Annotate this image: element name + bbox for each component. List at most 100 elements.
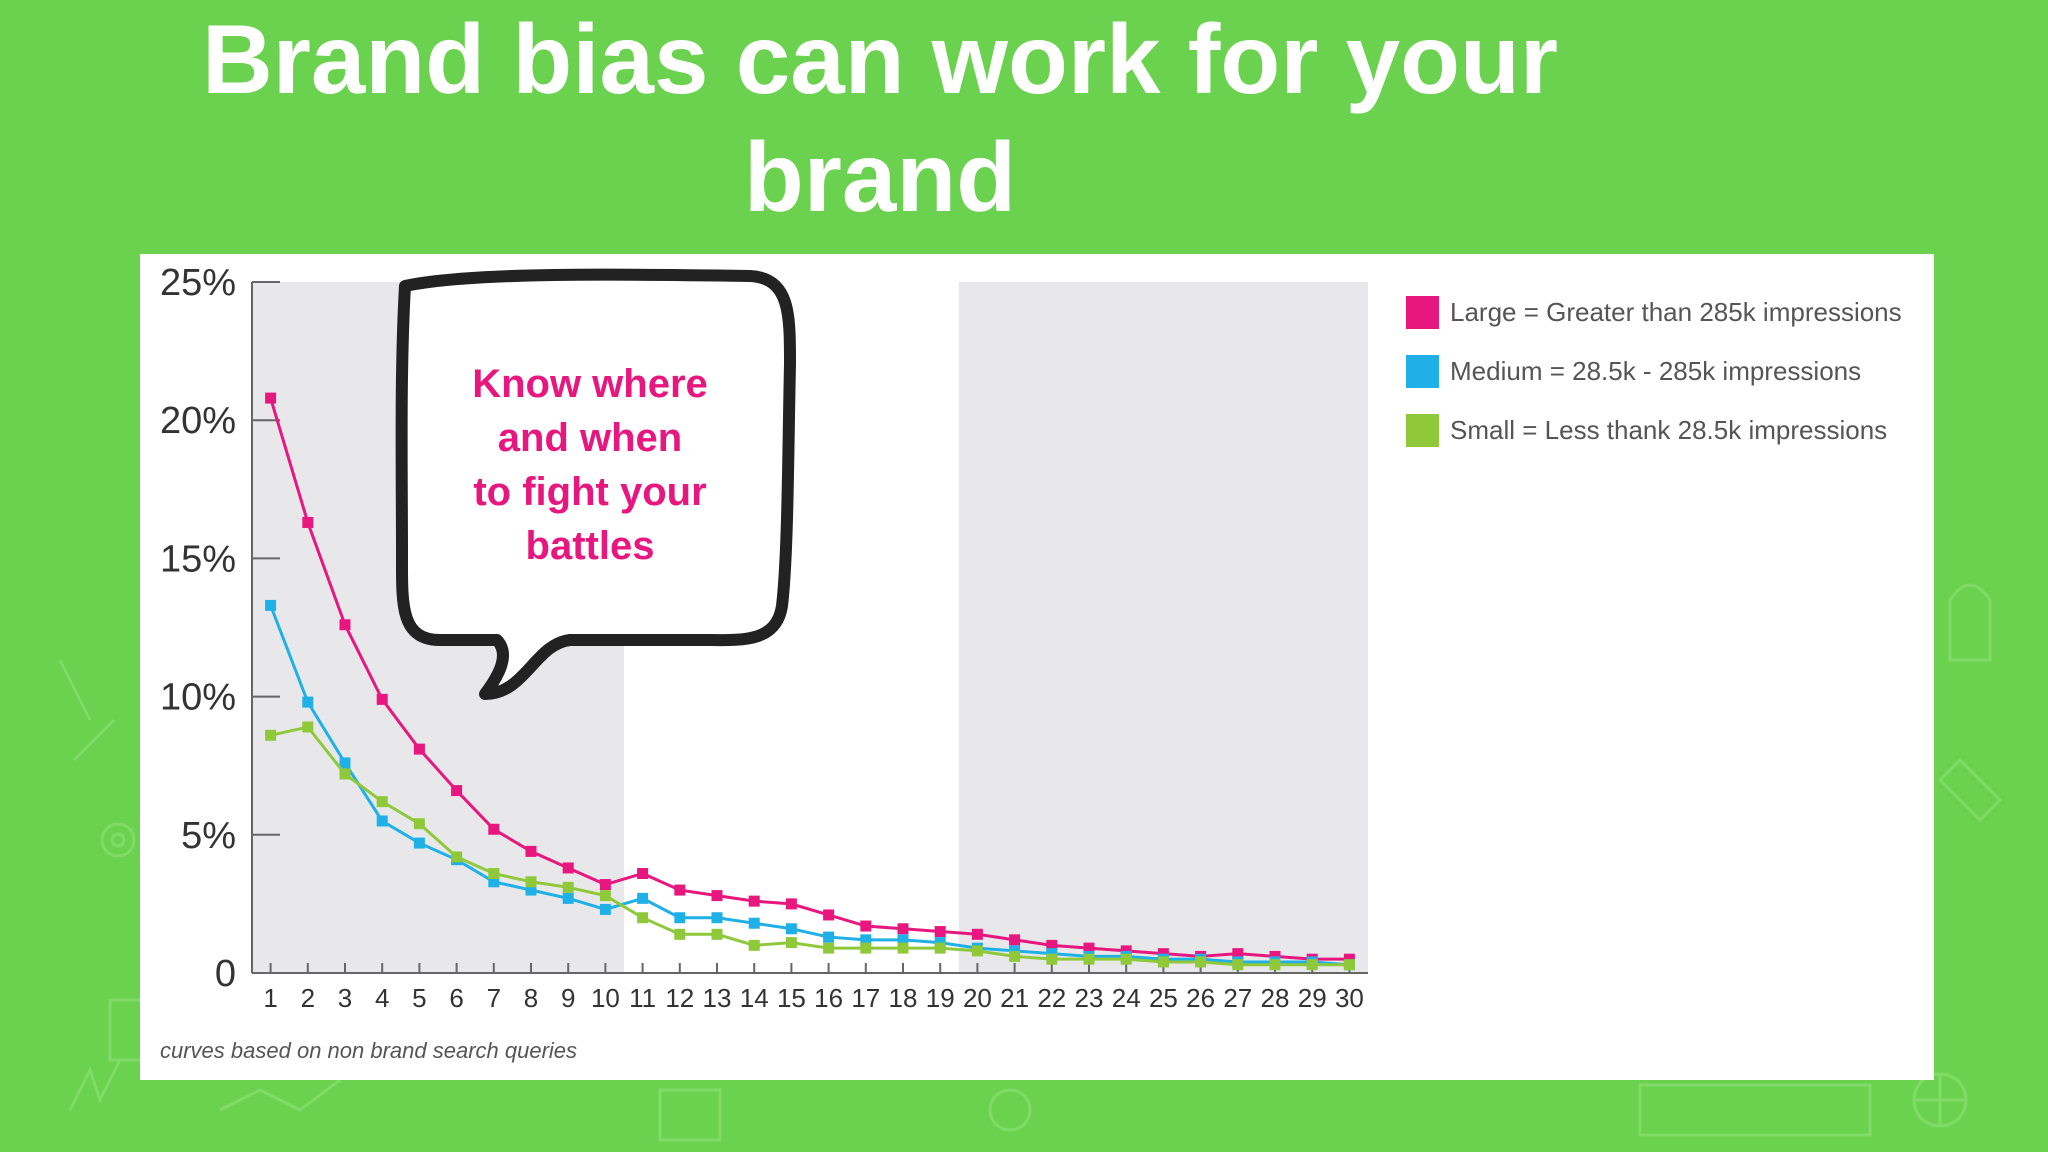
x-tick-label: 2: [301, 983, 315, 1013]
x-tick-label: 6: [449, 983, 463, 1013]
data-point: [1046, 939, 1058, 951]
data-point: [934, 937, 946, 949]
x-tick-label: 3: [338, 983, 352, 1013]
data-point: [265, 599, 277, 611]
data-point: [748, 939, 760, 951]
x-tick-label: 16: [814, 983, 843, 1013]
data-point: [302, 721, 314, 733]
x-tick-label: 29: [1298, 983, 1327, 1013]
data-point: [897, 934, 909, 946]
data-point: [1157, 948, 1169, 960]
data-point: [1306, 959, 1318, 971]
callout-bubble: Know where and when to fight your battle…: [395, 268, 796, 700]
data-point: [1046, 948, 1058, 960]
data-point: [562, 881, 574, 893]
data-point: [599, 890, 611, 902]
data-point: [1232, 948, 1244, 960]
data-point: [823, 931, 835, 943]
x-tick-label: 21: [1000, 983, 1029, 1013]
data-point: [525, 884, 537, 896]
series-line-2: [269, 604, 1350, 967]
data-point: [1120, 953, 1132, 965]
data-point: [785, 937, 797, 949]
data-point: [1343, 959, 1355, 971]
data-point: [897, 923, 909, 935]
data-point: [860, 934, 872, 946]
data-point: [265, 729, 277, 741]
x-tick-label: 23: [1075, 983, 1104, 1013]
data-point: [525, 845, 537, 857]
data-point: [265, 392, 277, 404]
x-tick-label: 24: [1112, 983, 1141, 1013]
x-tick-label: 11: [629, 983, 656, 1013]
line-chart: 05%10%15%20%25%1 2 3 4 5 6 7 8 9 10 11 12 13 14 15 16 17…: [160, 262, 1902, 1063]
data-point: [413, 818, 425, 830]
data-point: [1083, 953, 1095, 965]
doodle-lock-icon: [1948, 583, 1992, 662]
data-point: [339, 768, 351, 780]
data-point: [376, 815, 388, 827]
legend-label-2: Medium = 28.5k - 285k impressions: [1450, 356, 1861, 386]
data-point: [413, 837, 425, 849]
data-point: [376, 693, 388, 705]
doodle-wrench-icon: [58, 659, 116, 762]
y-tick-label: 0: [215, 953, 236, 995]
x-tick-label: 5: [412, 983, 426, 1013]
slide-title: Brand bias can work for your brand: [202, 4, 1558, 232]
callout-bubble-shape: [395, 268, 796, 700]
x-tick-label: 22: [1037, 983, 1066, 1013]
doodle-eye-icon: [100, 822, 136, 858]
y-tick-label: 10%: [160, 677, 236, 719]
data-point: [488, 823, 500, 835]
data-point: [1232, 959, 1244, 971]
data-point: [302, 516, 314, 528]
series-line-1: [269, 397, 1350, 961]
x-tick-label: 26: [1186, 983, 1215, 1013]
data-point: [674, 912, 686, 924]
legend-swatch-2: [1406, 355, 1439, 388]
data-point: [860, 920, 872, 932]
data-point: [785, 898, 797, 910]
data-point: [1009, 934, 1021, 946]
series-line-3: [270, 725, 1350, 967]
callout-line-2: and when: [498, 416, 682, 460]
legend-swatch-1: [1406, 296, 1439, 329]
y-tick-label: 20%: [160, 400, 236, 442]
doodle-cd-icon: [988, 1088, 1032, 1132]
x-tick-label: 12: [665, 983, 694, 1013]
x-tick-label: 20: [963, 983, 992, 1013]
data-point: [897, 942, 909, 954]
x-tick-label: 28: [1261, 983, 1290, 1013]
doodle-laptop-icon: [1638, 1083, 1872, 1137]
data-point: [674, 928, 686, 940]
chart-legend: Large = Greater than 285k impressions Med…: [1406, 296, 1902, 447]
data-point: [339, 619, 351, 631]
x-tick-label: 8: [524, 983, 538, 1013]
x-tick-label: 4: [375, 983, 389, 1013]
data-point: [1343, 953, 1355, 965]
data-point: [376, 796, 388, 808]
x-tick-label: 15: [777, 983, 806, 1013]
data-point: [711, 912, 723, 924]
data-point: [971, 928, 983, 940]
chart-footnote: curves based on non brand search queries: [160, 1038, 577, 1063]
data-point: [599, 903, 611, 915]
x-tick-label: 7: [487, 983, 501, 1013]
doodle-graph-icon: [219, 1078, 341, 1112]
data-point: [711, 928, 723, 940]
x-tick-label: 1: [263, 983, 277, 1013]
x-tick-label: 27: [1223, 983, 1252, 1013]
callout-line-3: to fight your: [473, 470, 706, 514]
x-tick-label: 10: [591, 983, 620, 1013]
doodle-box-icon: [658, 1088, 722, 1142]
data-point: [488, 876, 500, 888]
x-tick-label: 13: [703, 983, 732, 1013]
data-point: [748, 895, 760, 907]
data-point: [934, 926, 946, 938]
y-tick-label: 5%: [181, 815, 236, 857]
data-point: [748, 917, 760, 929]
data-point: [339, 757, 351, 769]
data-point: [637, 892, 649, 904]
data-point: [1269, 959, 1281, 971]
data-point: [1269, 950, 1281, 962]
